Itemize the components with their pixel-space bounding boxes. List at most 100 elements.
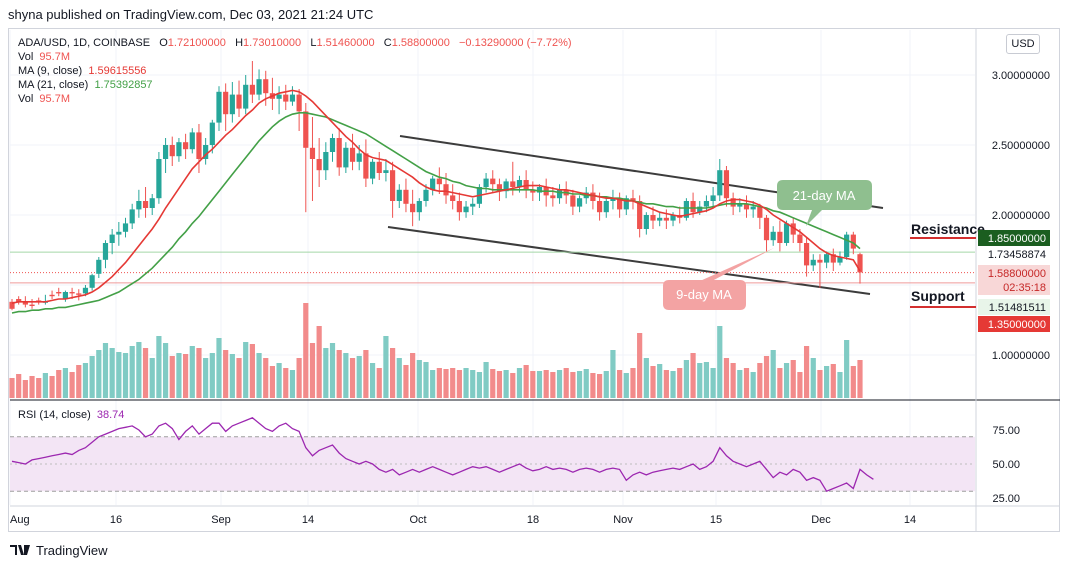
candle xyxy=(56,287,62,297)
rsi-tick-label: 25.00 xyxy=(992,493,1020,505)
ma9-value: 1.59615556 xyxy=(88,65,147,77)
channel-lines xyxy=(10,135,975,295)
candle-body xyxy=(249,84,255,95)
candle xyxy=(29,299,35,309)
volume-bar xyxy=(9,378,15,398)
candle xyxy=(657,212,663,227)
candle-body xyxy=(356,153,362,162)
candle xyxy=(683,198,689,221)
open-label: O xyxy=(159,37,168,49)
volume-bar xyxy=(269,366,276,398)
volume-bar xyxy=(223,350,229,398)
volume-bar xyxy=(556,370,563,398)
volume-bar xyxy=(149,358,155,398)
volume-bar xyxy=(142,348,149,398)
volume-bar xyxy=(663,370,669,398)
volume-bar xyxy=(797,372,803,398)
volume-bar xyxy=(723,358,730,398)
candle-body xyxy=(783,223,790,243)
candle-body xyxy=(396,189,402,201)
ma21-value: 1.75392857 xyxy=(94,79,153,91)
candle-body xyxy=(703,201,710,207)
symbol-label[interactable]: ADA/USD, 1D, COINBASE xyxy=(18,37,151,49)
volume-bar xyxy=(697,363,703,398)
candle xyxy=(456,192,462,221)
candle xyxy=(9,299,15,311)
candle xyxy=(383,159,389,182)
currency-button[interactable]: USD xyxy=(1006,34,1040,54)
volume-bar xyxy=(850,366,856,398)
candle-body xyxy=(750,206,756,210)
candle-body xyxy=(156,159,162,199)
candle-body xyxy=(850,234,856,249)
volume-bar xyxy=(783,363,790,398)
x-tick-label: 18 xyxy=(527,514,539,526)
candle-body xyxy=(189,132,195,150)
rsi-legend[interactable]: RSI (14, close) 38.74 xyxy=(18,409,124,421)
candle-body xyxy=(576,198,583,207)
volume-bar xyxy=(316,326,322,398)
volume-bar xyxy=(677,368,683,398)
volume-bar xyxy=(410,353,416,398)
vol-row-2[interactable]: Vol 95.7M xyxy=(18,92,572,106)
candle-body xyxy=(29,304,35,306)
volume-bar xyxy=(583,369,589,398)
candle xyxy=(169,136,175,166)
volume-bar xyxy=(743,368,750,398)
candle xyxy=(396,184,402,208)
volume-bar xyxy=(463,368,469,398)
candle xyxy=(650,206,656,229)
volume-bar xyxy=(203,358,209,398)
chart-frame[interactable] xyxy=(8,28,1060,532)
volume-bar xyxy=(516,368,523,398)
candle xyxy=(590,184,596,210)
ma21-row[interactable]: MA (21, close) 1.75392857 xyxy=(18,78,572,92)
candle-body xyxy=(309,147,316,159)
y-tick-label: 3.00000000 xyxy=(992,70,1050,82)
candle-body xyxy=(129,209,135,224)
candle-body xyxy=(49,294,55,297)
rsi-tick-label: 75.00 xyxy=(992,425,1020,437)
rsi-label: RSI (14, close) xyxy=(18,409,91,421)
candle-body xyxy=(623,198,629,210)
candle-body xyxy=(550,195,556,199)
volume-bar xyxy=(770,350,776,398)
high-value: 1.73010000 xyxy=(243,37,302,49)
volume-bar xyxy=(89,356,95,398)
candle-body xyxy=(450,195,456,201)
candle xyxy=(276,86,282,115)
candle xyxy=(16,296,22,305)
volume-bars xyxy=(9,303,863,398)
candle-body xyxy=(844,234,850,257)
volume-bar xyxy=(376,368,382,398)
candle xyxy=(236,80,242,117)
volume-bar xyxy=(503,370,509,398)
footer-brand[interactable]: TradingView xyxy=(36,542,108,558)
volume-bar xyxy=(42,373,48,398)
volume-bar xyxy=(670,371,676,398)
volume-bar xyxy=(576,371,583,398)
candle-body xyxy=(122,223,129,232)
candle-body xyxy=(797,234,803,243)
volume-bar xyxy=(276,363,282,398)
candle-body xyxy=(323,152,329,171)
volume-bar xyxy=(62,368,69,398)
countdown-timer: 02:35:18 xyxy=(1003,282,1046,294)
candle-body xyxy=(216,91,222,123)
volume-bar xyxy=(490,369,496,398)
volume-bar xyxy=(450,368,456,398)
candle-body xyxy=(603,201,609,213)
candle-body xyxy=(82,287,89,294)
candle xyxy=(603,198,609,218)
ma9-value-tag: 1.51481511 xyxy=(978,299,1050,315)
volume-bar xyxy=(216,338,222,398)
vol-row-1[interactable]: Vol 95.7M xyxy=(18,50,572,64)
volume-bar xyxy=(510,373,516,398)
candle-body xyxy=(102,243,109,260)
candle xyxy=(216,86,222,131)
candle-body xyxy=(303,111,309,148)
ma9-row[interactable]: MA (9, close) 1.59615556 xyxy=(18,64,572,78)
candle xyxy=(857,252,863,284)
volume-bar xyxy=(343,353,349,398)
